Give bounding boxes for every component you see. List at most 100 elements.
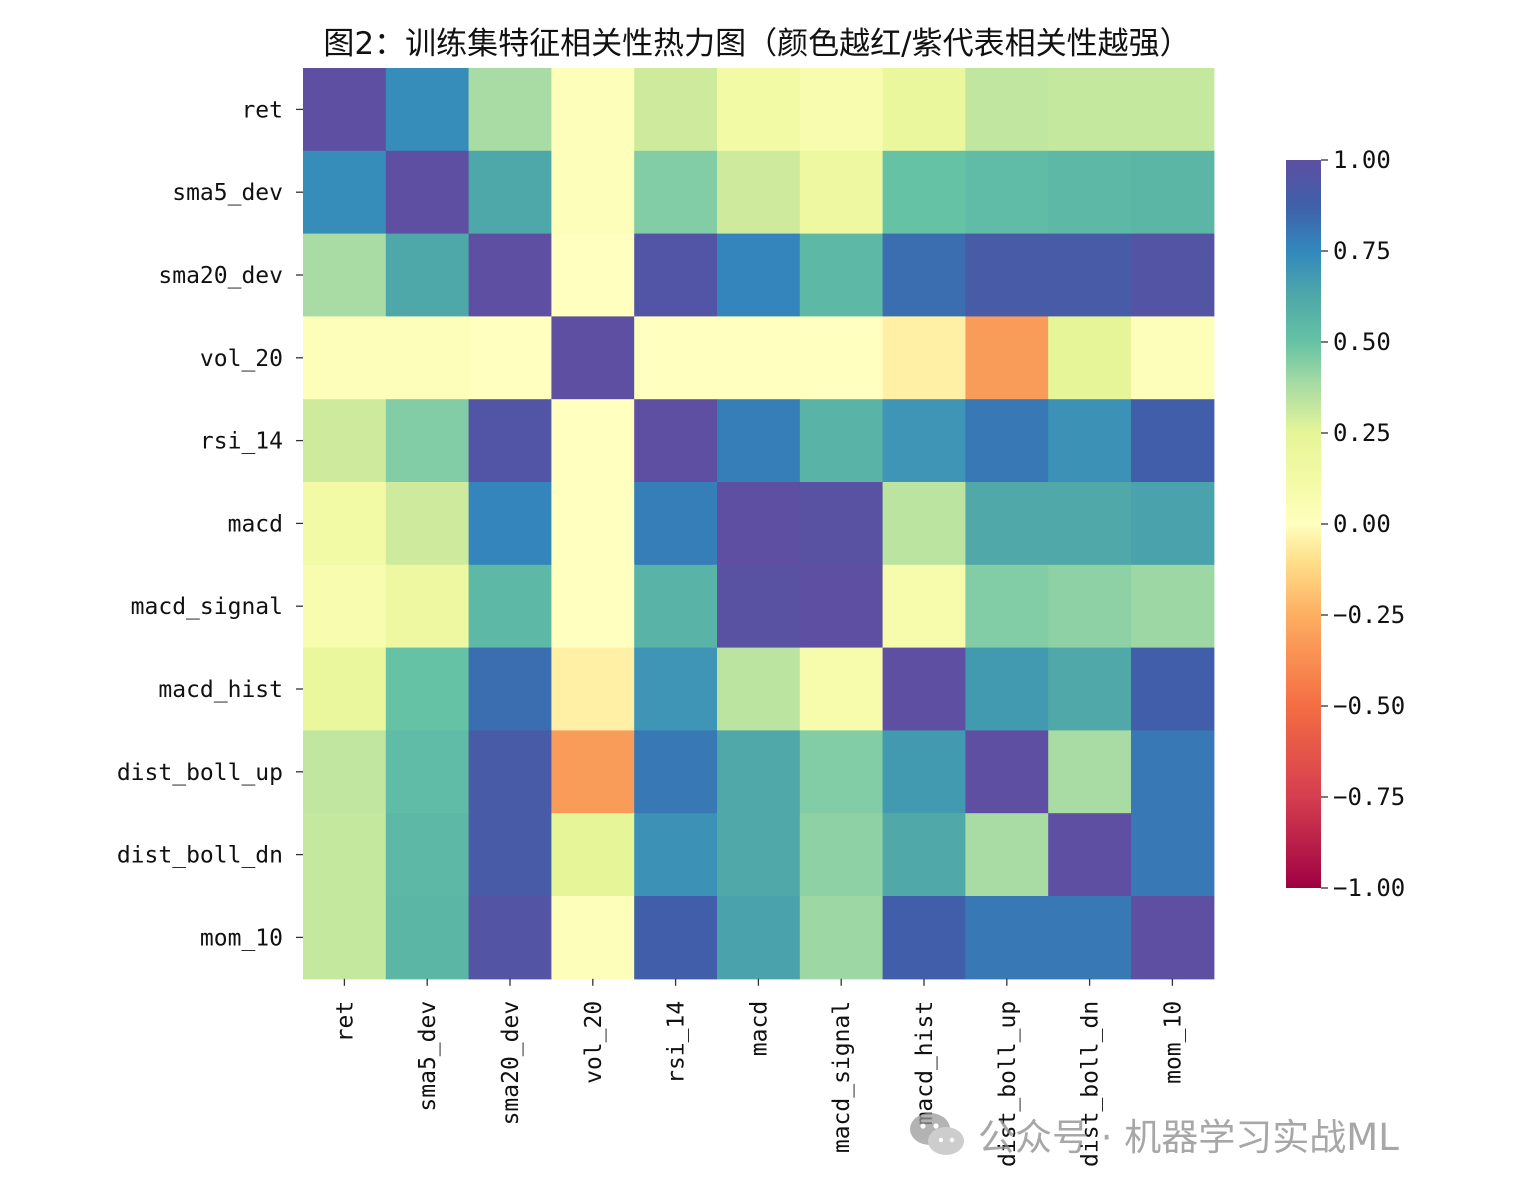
heatmap-cell-macd_hist-ret [303,647,387,731]
wechat-icon [910,1113,964,1155]
heatmap-cell-dist_boll_up-dist_boll_up [965,730,1049,814]
heatmap-cell-macd_hist-dist_boll_up [965,647,1049,731]
heatmap-cell-rsi_14-sma20_dev [468,399,552,483]
heatmap-cell-macd_hist-macd_signal [799,647,884,731]
heatmap-cell-macd_hist-dist_boll_dn [1048,647,1132,731]
heatmap-cell-dist_boll_up-macd_hist [882,730,966,814]
heatmap-cell-ret-macd_signal [799,68,884,152]
heatmap-cell-sma20_dev-sma20_dev [468,233,552,317]
colorbar-tick-label: 1.00 [1333,146,1391,174]
heatmap-cell-vol_20-dist_boll_up [965,316,1049,400]
watermark: 公众号 · 机器学习实战ML [906,1106,1399,1162]
heatmap-cell-sma5_dev-dist_boll_dn [1048,150,1132,235]
heatmap-cell-macd_hist-vol_20 [551,647,635,731]
colorbar-tick-label: −1.00 [1333,874,1405,902]
heatmap-cell-rsi_14-macd_hist [882,399,966,483]
heatmap-cell-vol_20-sma5_dev [385,316,470,400]
heatmap-cell-dist_boll_dn-vol_20 [551,813,635,897]
heatmap-cell-macd_hist-rsi_14 [634,647,718,731]
heatmap-cell-dist_boll_up-dist_boll_dn [1048,730,1132,814]
heatmap-cell-ret-sma20_dev [468,68,552,152]
heatmap-cell-ret-mom_10 [1131,68,1215,152]
heatmap-cell-mom_10-sma5_dev [385,896,470,980]
heatmap-cell-macd-rsi_14 [634,482,718,566]
heatmap-cell-macd_signal-dist_boll_dn [1048,564,1132,649]
heatmap-cell-rsi_14-rsi_14 [634,399,718,483]
heatmap-cell-dist_boll_up-sma5_dev [385,730,470,814]
heatmap-cell-macd_signal-vol_20 [551,564,635,649]
heatmap-cell-macd_signal-ret [303,564,387,649]
heatmap-cell-macd_hist-mom_10 [1131,647,1215,731]
row-label: vol_20 [200,346,283,372]
heatmap-cell-dist_boll_up-macd [717,730,801,814]
heatmap-cell-sma5_dev-dist_boll_up [965,150,1049,235]
heatmap-cell-macd-ret [303,482,387,566]
heatmap-cell-dist_boll_dn-rsi_14 [634,813,718,897]
heatmap-cell-vol_20-vol_20 [551,316,635,400]
heatmap-cell-macd_signal-sma20_dev [468,564,552,649]
heatmap-cell-rsi_14-macd [717,399,801,483]
column-label: ret [332,1001,358,1043]
colorbar-tick-label: 0.25 [1333,419,1391,447]
colorbar-tick-label: 0.50 [1333,328,1391,356]
row-label: dist_boll_dn [117,843,283,869]
heatmap-cell-macd-sma5_dev [385,482,470,566]
heatmap-cell-sma20_dev-vol_20 [551,233,635,317]
heatmap-cell-vol_20-sma20_dev [468,316,552,400]
heatmap-cell-sma5_dev-macd [717,150,801,235]
heatmap-cell-sma20_dev-mom_10 [1131,233,1215,317]
heatmap-cell-sma5_dev-ret [303,150,387,235]
heatmap-cell-mom_10-dist_boll_up [965,896,1049,980]
heatmap-cell-macd_signal-mom_10 [1131,564,1215,649]
column-label: dist_boll_dn [1078,1001,1104,1167]
heatmap-cell-macd-sma20_dev [468,482,552,566]
heatmap-cell-ret-macd [717,68,801,152]
heatmap-cell-mom_10-macd_signal [799,896,884,980]
heatmap-cell-sma5_dev-sma20_dev [468,150,552,235]
heatmap-cell-sma5_dev-sma5_dev [385,150,470,235]
heatmap-cell-sma5_dev-mom_10 [1131,150,1215,235]
heatmap-cell-macd_hist-macd_hist [882,647,966,731]
row-label: rsi_14 [200,429,283,455]
heatmap-cell-dist_boll_dn-dist_boll_up [965,813,1049,897]
heatmap-cell-mom_10-macd [717,896,801,980]
heatmap-cell-dist_boll_up-vol_20 [551,730,635,814]
heatmap-cell-macd_signal-macd_signal [799,564,884,649]
heatmap-cell-vol_20-rsi_14 [634,316,718,400]
colorbar-tick-label: 0.75 [1333,237,1391,265]
heatmap-cell-rsi_14-sma5_dev [385,399,470,483]
column-label: rsi_14 [664,1001,690,1084]
heatmap-cell-rsi_14-mom_10 [1131,399,1215,483]
heatmap-cell-rsi_14-macd_signal [799,399,884,483]
heatmap-cell-macd_hist-sma5_dev [385,647,470,731]
heatmap-cell-sma5_dev-vol_20 [551,150,635,235]
colorbar-gradient [1286,160,1321,888]
heatmap-cell-dist_boll_up-ret [303,730,387,814]
heatmap-cell-macd_hist-sma20_dev [468,647,552,731]
heatmap-cell-ret-ret [303,68,387,152]
heatmap-cell-ret-dist_boll_dn [1048,68,1132,152]
heatmap-cell-macd-mom_10 [1131,482,1215,566]
heatmap-cell-sma20_dev-rsi_14 [634,233,718,317]
heatmap-cell-dist_boll_dn-sma5_dev [385,813,470,897]
colorbar-tick-label: 0.00 [1333,510,1391,538]
heatmap-cell-sma5_dev-rsi_14 [634,150,718,235]
heatmap-cell-dist_boll_dn-sma20_dev [468,813,552,897]
heatmap-cell-ret-vol_20 [551,68,635,152]
heatmap-cell-mom_10-vol_20 [551,896,635,980]
row-label: macd [228,511,283,537]
colorbar-tick-label: −0.75 [1333,783,1405,811]
row-label: macd_hist [158,677,283,703]
column-labels: ret sma5_dev sma20_dev vol_20 rsi_14 macd macd… [332,978,1186,1167]
heatmap-cell-rsi_14-ret [303,399,387,483]
heatmap-cell-dist_boll_up-sma20_dev [468,730,552,814]
heatmap-cell-sma5_dev-macd_signal [799,150,884,235]
heatmap-cell-mom_10-ret [303,896,387,980]
column-label: sma20_dev [498,1001,524,1126]
heatmap-cell-dist_boll_up-macd_signal [799,730,884,814]
heatmap-cell-dist_boll_dn-dist_boll_dn [1048,813,1132,897]
heatmap-cell-rsi_14-dist_boll_up [965,399,1049,483]
row-label: macd_signal [131,594,283,620]
column-label: macd_hist [912,1001,938,1126]
